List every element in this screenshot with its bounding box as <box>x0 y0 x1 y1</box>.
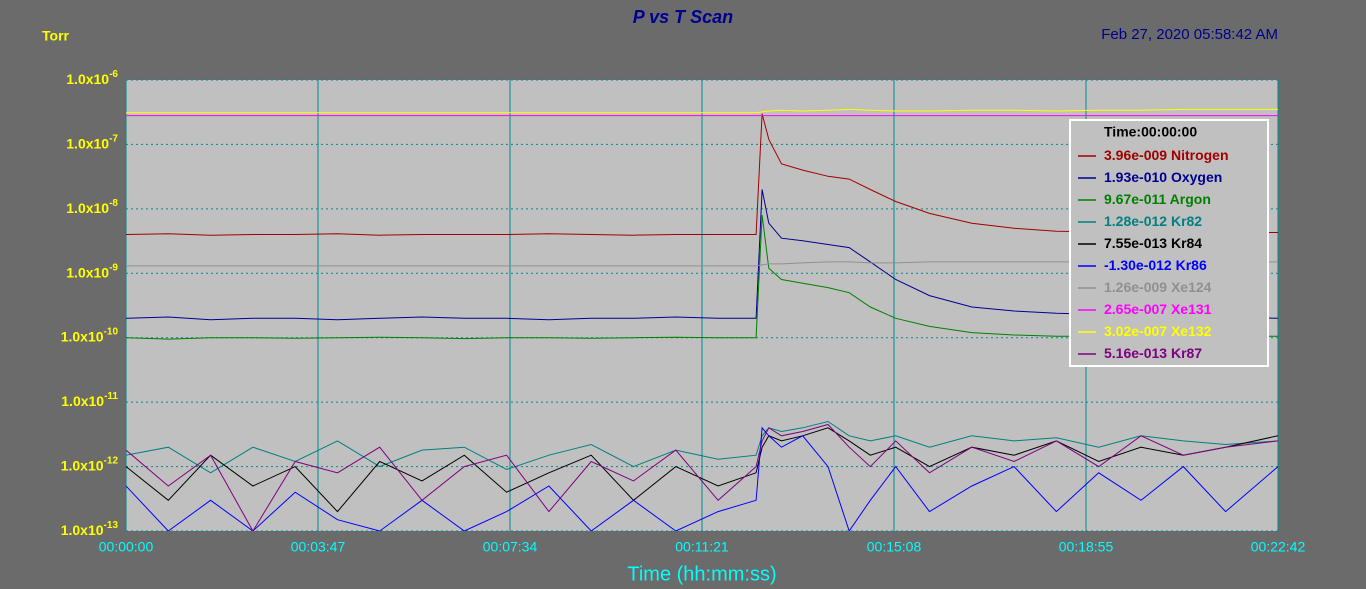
x-tick-label: 00:15:08 <box>867 539 922 555</box>
series-line <box>126 426 1278 531</box>
y-tick-label: 1.0x10-10 <box>61 326 119 344</box>
legend-entry: 3.96e-009 Nitrogen <box>1104 147 1229 163</box>
legend-entry: 5.16e-013 Kr87 <box>1104 345 1202 361</box>
y-tick-label: 1.0x10-7 <box>66 133 118 151</box>
legend-readout: 1.26e-009 <box>1104 279 1167 295</box>
legend-name: Xe124 <box>1171 279 1212 295</box>
series-line <box>126 108 1278 114</box>
series-line <box>126 113 1278 236</box>
series-line <box>126 423 1278 531</box>
series-line <box>126 215 1278 340</box>
series-line <box>126 189 1278 321</box>
x-tick-label: 00:00:00 <box>99 539 154 555</box>
timestamp: Feb 27, 2020 05:58:42 AM <box>1101 26 1278 43</box>
legend-name: Kr84 <box>1171 235 1202 251</box>
unit-label: Torr <box>42 28 70 44</box>
legend-readout: 2.65e-007 <box>1104 301 1167 317</box>
series-line <box>126 420 1278 474</box>
legend-readout: 1.28e-012 <box>1104 213 1167 229</box>
legend-name: Nitrogen <box>1171 147 1229 163</box>
legend-name: Argon <box>1170 191 1211 207</box>
x-tick-label: 00:22:42 <box>1251 539 1306 555</box>
lines <box>126 108 1278 531</box>
legend-entry: -1.30e-012 Kr86 <box>1104 257 1207 273</box>
y-tick-label: 1.0x10-9 <box>66 262 118 280</box>
legend-readout: 7.55e-013 <box>1104 235 1167 251</box>
legend-title: Time:00:00:00 <box>1104 124 1197 140</box>
y-tick-label: 1.0x10-12 <box>61 455 119 473</box>
legend: Time:00:00:00 3.96e-009 Nitrogen1.93e-01… <box>1069 119 1269 367</box>
legend-entry: 7.55e-013 Kr84 <box>1104 235 1202 251</box>
legend-box <box>1069 119 1269 367</box>
legend-entry: 9.67e-011 Argon <box>1104 191 1211 207</box>
legend-name: Kr86 <box>1176 257 1207 273</box>
legend-readout: -1.30e-012 <box>1104 257 1172 273</box>
legend-readout: 3.96e-009 <box>1104 147 1167 163</box>
legend-readout: 5.16e-013 <box>1104 345 1167 361</box>
series-line <box>126 261 1278 267</box>
x-tick-label: 00:11:21 <box>675 539 729 555</box>
legend-readout: 3.02e-007 <box>1104 323 1167 339</box>
legend-entry: 1.26e-009 Xe124 <box>1104 279 1212 295</box>
legend-entry: 2.65e-007 Xe131 <box>1104 301 1212 317</box>
legend-name: Xe132 <box>1171 323 1212 339</box>
y-tick-label: 1.0x10-8 <box>66 197 118 215</box>
x-tick-label: 00:03:47 <box>291 539 346 555</box>
legend-name: Kr87 <box>1171 345 1202 361</box>
legend-readout: 1.93e-010 <box>1104 169 1167 185</box>
legend-entry: 3.02e-007 Xe132 <box>1104 323 1212 339</box>
legend-readout: 9.67e-011 <box>1104 191 1166 207</box>
grid: 1.0x10-6 1.0x10-7 1.0x10-8 1.0x10-9 1.0x10-1… <box>61 69 1306 555</box>
x-tick-label: 00:07:34 <box>483 539 538 555</box>
x-axis-label: Time (hh:mm:ss) <box>627 563 776 585</box>
legend-entry: 1.28e-012 Kr82 <box>1104 213 1202 229</box>
y-tick-label: 1.0x10-11 <box>61 391 118 409</box>
legend-name: Oxygen <box>1171 169 1222 185</box>
y-tick-label: 1.0x10-6 <box>66 69 118 87</box>
y-tick-label: 1.0x10-13 <box>61 520 119 538</box>
series-line <box>126 427 1278 513</box>
legend-name: Kr82 <box>1171 213 1202 229</box>
legend-entry: 1.93e-010 Oxygen <box>1104 169 1222 185</box>
x-tick-label: 00:18:55 <box>1059 539 1114 555</box>
chart-title: P vs T Scan <box>633 7 733 27</box>
legend-name: Xe131 <box>1171 301 1212 317</box>
